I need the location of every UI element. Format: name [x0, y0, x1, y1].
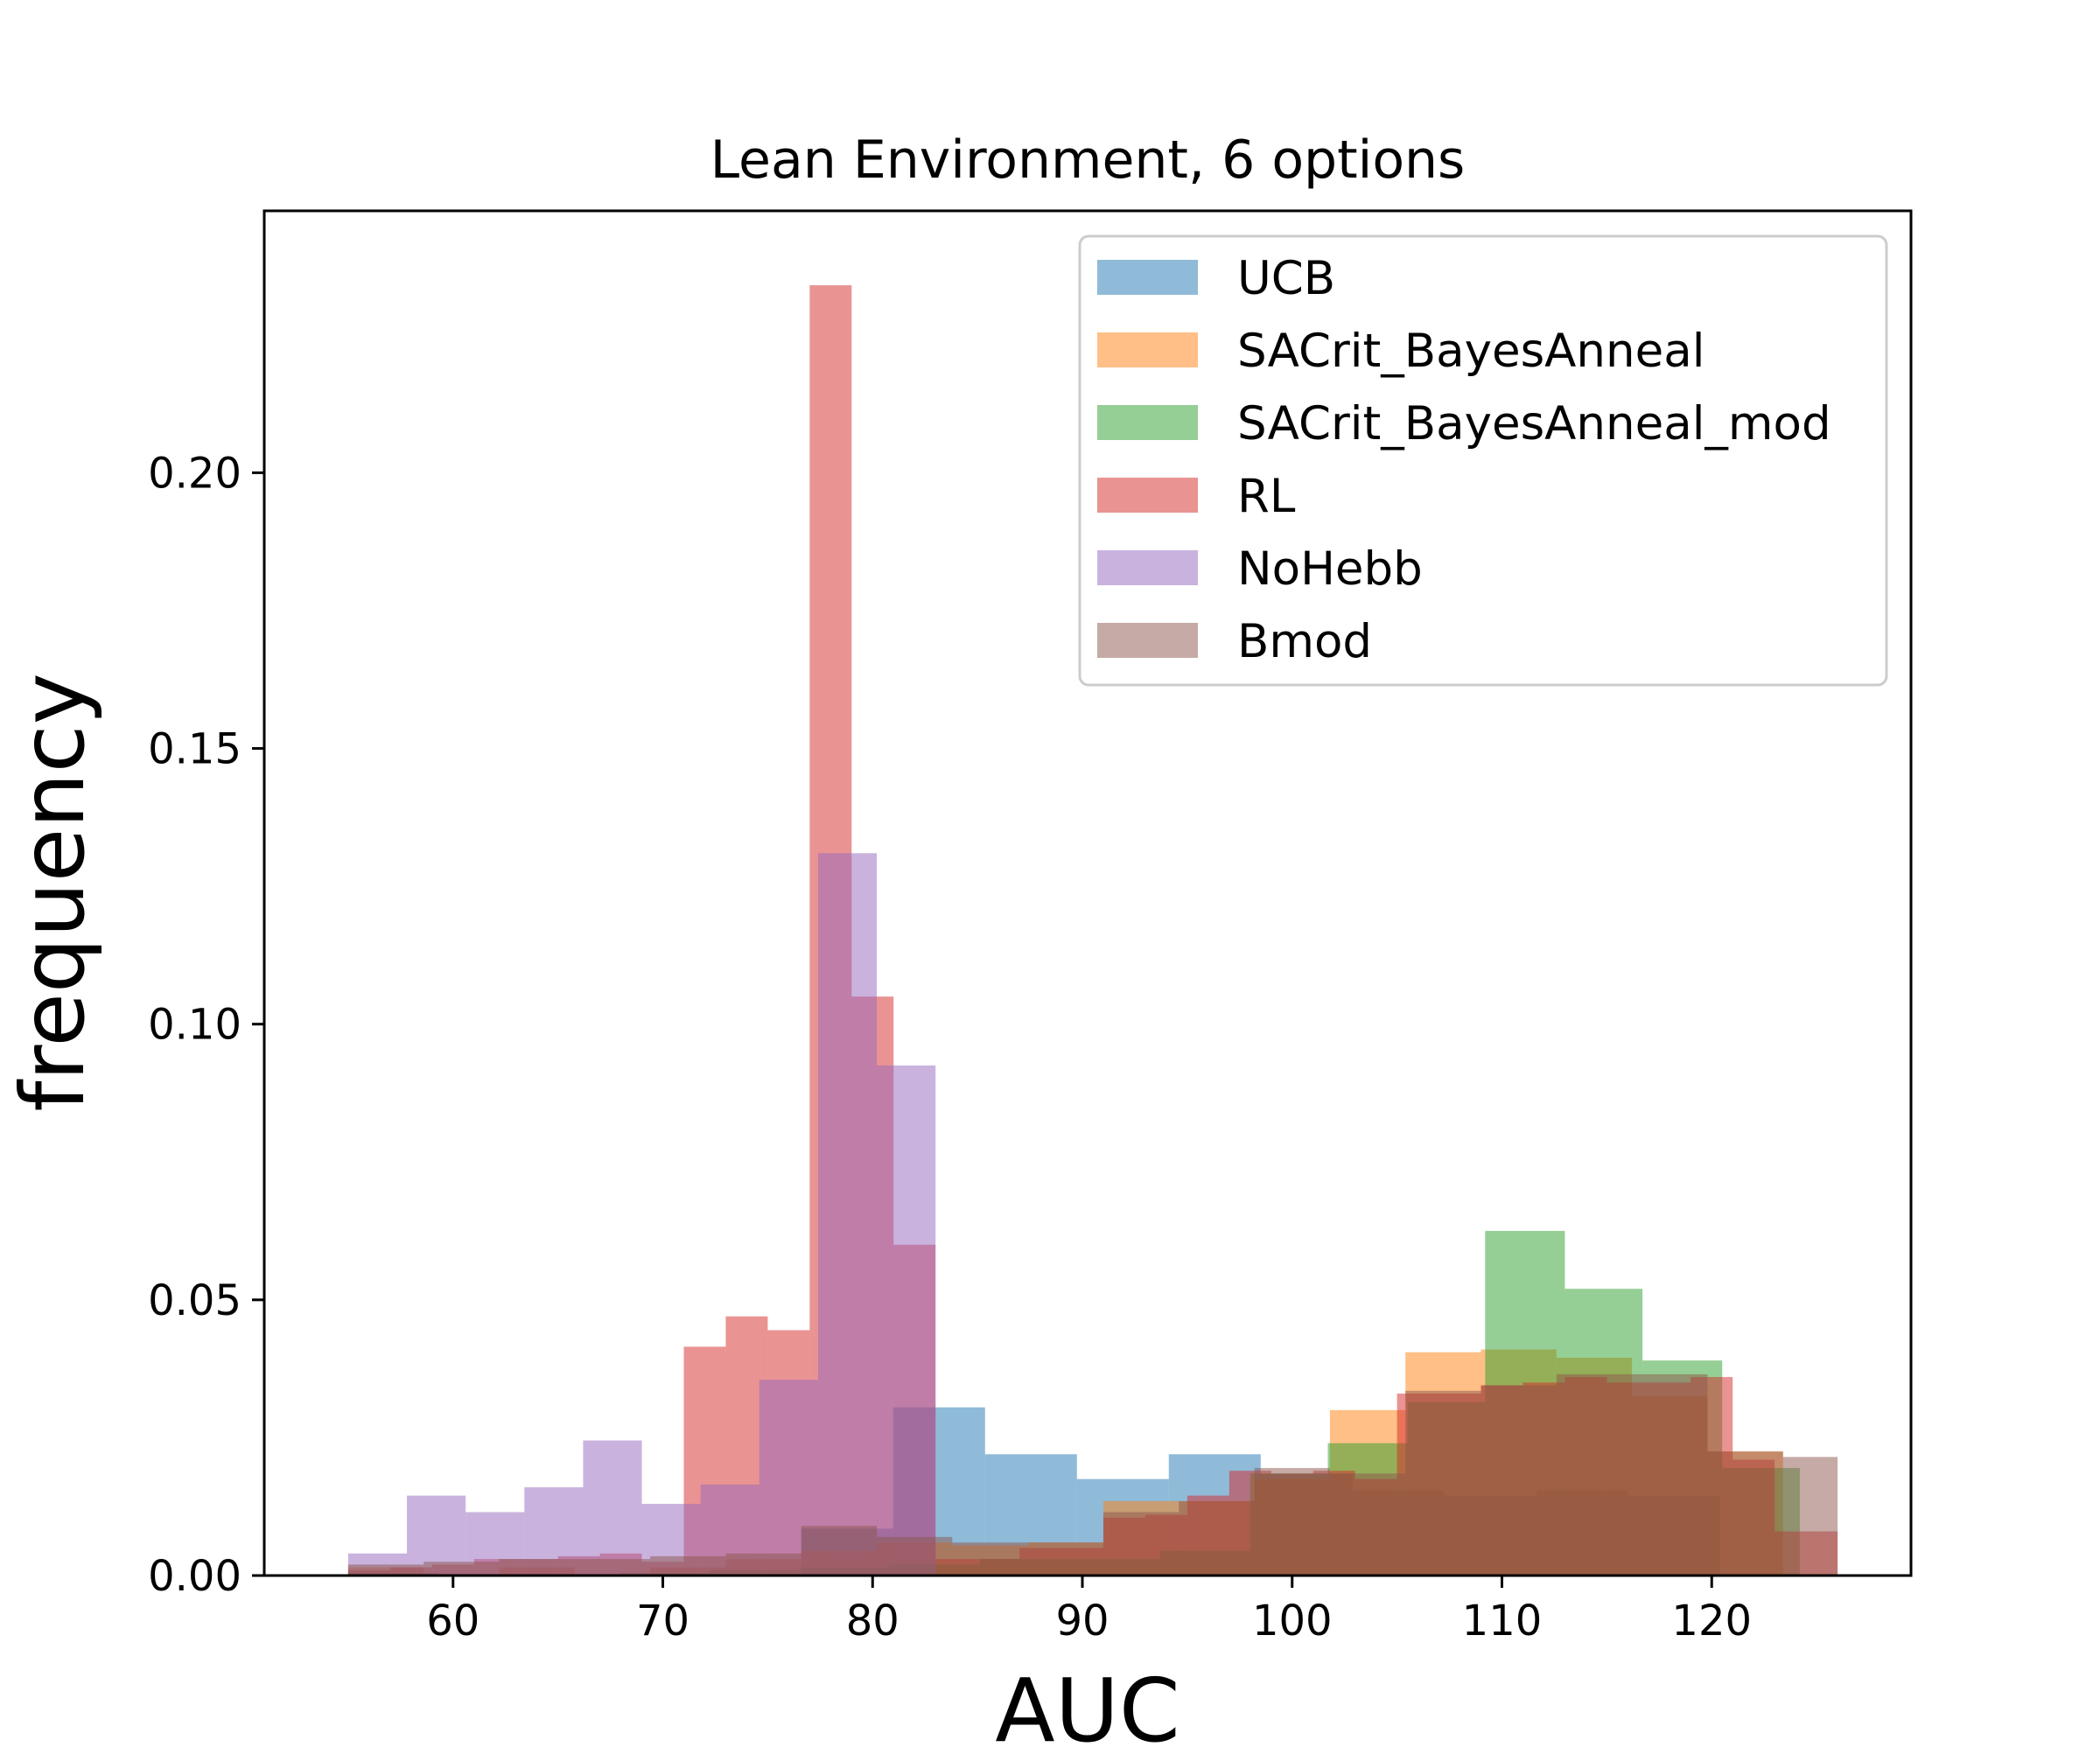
- legend-swatch-bmod: [1097, 623, 1198, 658]
- legend-swatch-sacrit-bayesanneal: [1097, 332, 1198, 367]
- x-tick-label: 120: [1671, 1597, 1752, 1646]
- bar-bmod-13: [1329, 1473, 1406, 1576]
- bar-bmod-3: [574, 1559, 651, 1576]
- y-tick-label: 0.00: [148, 1552, 242, 1601]
- bar-bmod-19: [1782, 1457, 1838, 1576]
- x-tick-label: 100: [1252, 1597, 1333, 1646]
- y-tick-label: 0.15: [148, 725, 242, 774]
- bar-bmod-2: [499, 1559, 575, 1576]
- histogram-bars: [347, 285, 1838, 1576]
- y-axis-ticks: 0.00 0.05 0.10 0.15 0.20: [148, 449, 264, 1601]
- legend: UCB SACrit_BayesAnneal SACrit_BayesAnneal_…: [1078, 234, 1888, 687]
- bar-nohebb-4: [583, 1440, 642, 1576]
- x-tick-label: 80: [846, 1597, 900, 1646]
- bar-bmod-10: [1102, 1512, 1180, 1576]
- x-axis-ticks: 60 70 80 90 100 110 120: [426, 1576, 1752, 1646]
- y-tick-label: 0.05: [148, 1276, 242, 1325]
- plot-frame: [262, 209, 1913, 1577]
- x-tick-label: 90: [1055, 1597, 1109, 1646]
- x-axis-label: AUC: [995, 1660, 1180, 1750]
- bar-bmod-7: [877, 1536, 953, 1576]
- bar-nohebb-9: [877, 1065, 936, 1576]
- bar-nohebb-8: [817, 853, 878, 1576]
- bar-bmod-18: [1707, 1451, 1783, 1576]
- bar-bmod-4: [650, 1555, 726, 1576]
- x-tick-label: 110: [1462, 1597, 1543, 1646]
- bar-bmod-5: [725, 1553, 802, 1576]
- y-tick-label: 0.10: [148, 1001, 242, 1050]
- legend-label-sacrit-bayesanneal: SACrit_BayesAnneal: [1237, 325, 1704, 378]
- series-nohebb: [347, 853, 936, 1576]
- bar-bmod-14: [1405, 1390, 1481, 1576]
- bar-bmod-1: [424, 1562, 500, 1576]
- y-tick-label: 0.20: [148, 449, 242, 498]
- bar-bmod-15: [1480, 1385, 1557, 1576]
- legend-label-nohebb: NoHebb: [1237, 542, 1423, 596]
- legend-swatch-sacrit-bayesanneal-mod: [1097, 405, 1198, 440]
- x-tick-label: 60: [426, 1597, 480, 1646]
- legend-swatch-nohebb: [1097, 550, 1198, 585]
- chart-title: Lean Environment, 6 options: [710, 129, 1466, 191]
- legend-label-ucb: UCB: [1237, 252, 1335, 305]
- legend-label-bmod: Bmod: [1237, 615, 1372, 668]
- bar-bmod-8: [952, 1542, 1028, 1576]
- x-tick-label: 70: [636, 1597, 690, 1646]
- bar-bmod-0: [347, 1564, 424, 1576]
- y-axis-label: frequency: [2, 673, 104, 1112]
- bar-bmod-17: [1632, 1373, 1708, 1576]
- bar-bmod-11: [1179, 1500, 1255, 1576]
- legend-swatch-rl: [1097, 478, 1198, 513]
- legend-box: [1078, 234, 1888, 687]
- legend-label-sacrit-bayesanneal-mod: SACrit_BayesAnneal_mod: [1237, 397, 1831, 451]
- series-bmod: [347, 1373, 1838, 1576]
- bar-bmod-9: [1027, 1542, 1103, 1576]
- bar-bmod-16: [1556, 1373, 1633, 1576]
- legend-swatch-ucb: [1097, 260, 1198, 295]
- bar-bmod-12: [1254, 1468, 1330, 1576]
- bar-bmod-6: [801, 1526, 878, 1576]
- legend-label-rl: RL: [1237, 470, 1296, 523]
